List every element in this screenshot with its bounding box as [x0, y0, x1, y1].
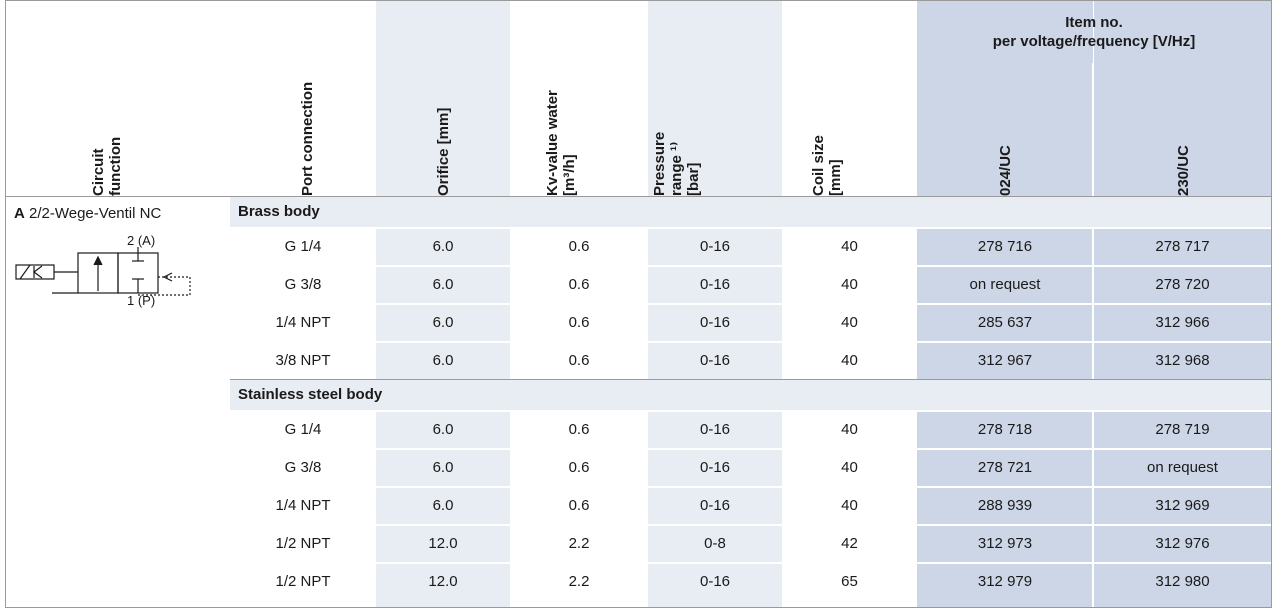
row-sep: [230, 341, 1271, 343]
cell-port: G 3/8: [284, 276, 322, 293]
cell-item-024: 288 939: [977, 497, 1033, 514]
cell-pressure: 0-16: [699, 459, 731, 476]
row-sep: [230, 486, 1271, 488]
cell-orifice: 12.0: [428, 573, 458, 590]
cell-item-024: 312 979: [977, 573, 1033, 590]
header-divider: [6, 196, 1271, 197]
cell-item-024: 278 721: [977, 459, 1033, 476]
cell-item-024: 285 637: [977, 314, 1033, 331]
valve-spec-table: Circuit function Port connection Orifice …: [5, 0, 1272, 608]
circuit-function-label: A 2/2-Wege-Ventil NC: [14, 205, 161, 222]
cell-kv: 2.2: [568, 535, 590, 552]
header-orifice: Orifice [mm]: [435, 107, 452, 196]
cell-orifice: 6.0: [432, 314, 454, 331]
section-stainless-steel-body: Stainless steel body: [230, 380, 1271, 410]
cell-pressure: 0-8: [704, 535, 726, 552]
cell-kv: 2.2: [568, 573, 590, 590]
header-230-uc: 230/UC: [1175, 145, 1192, 196]
cell-port: G 1/4: [284, 421, 322, 438]
cell-pressure: 0-16: [699, 238, 731, 255]
header-024-uc: 024/UC: [997, 145, 1014, 196]
cell-item-024: 312 967: [977, 352, 1033, 369]
cell-item-230: 312 966: [1155, 314, 1210, 331]
cell-kv: 0.6: [568, 497, 590, 514]
row-sep: [230, 562, 1271, 564]
cell-pressure: 0-16: [699, 352, 731, 369]
cell-orifice: 6.0: [432, 459, 454, 476]
cell-item-024: 312 973: [977, 535, 1033, 552]
cell-coil: 40: [841, 314, 858, 331]
section-brass-body: Brass body: [230, 197, 1271, 227]
port-p-label: 1 (P): [127, 293, 156, 308]
cell-pressure: 0-16: [699, 276, 731, 293]
header-coil-size: Coil size [mm]: [810, 135, 844, 196]
cell-port: 1/2 NPT: [275, 573, 331, 590]
cell-item-024: 278 718: [977, 421, 1033, 438]
cell-port: 3/8 NPT: [275, 352, 331, 369]
cell-item-230: 312 976: [1155, 535, 1210, 552]
cell-kv: 0.6: [568, 276, 590, 293]
header-kv-value: Kv-value water [m³/h]: [544, 90, 578, 196]
cell-coil: 42: [841, 535, 858, 552]
valve-symbol-icon: [15, 247, 191, 296]
row-sep: [230, 303, 1271, 305]
row-sep: [230, 524, 1271, 526]
cell-coil: 40: [841, 276, 858, 293]
cell-coil: 40: [841, 497, 858, 514]
port-a-label: 2 (A): [127, 233, 156, 248]
header-pressure-range: Pressure range ¹⁾ [bar]: [651, 131, 702, 196]
header-port-connection: Port connection: [299, 81, 316, 196]
cell-orifice: 6.0: [432, 421, 454, 438]
cell-item-230: 278 717: [1155, 238, 1210, 255]
row-sep: [230, 379, 1271, 380]
cell-kv: 0.6: [568, 352, 590, 369]
cell-coil: 40: [841, 459, 858, 476]
cell-item-230: 312 969: [1155, 497, 1210, 514]
cell-port: G 3/8: [284, 459, 322, 476]
cell-item-230: 312 968: [1155, 352, 1210, 369]
cell-kv: 0.6: [568, 314, 590, 331]
circuit-name: 2/2-Wege-Ventil NC: [29, 205, 162, 222]
cell-kv: 0.6: [568, 459, 590, 476]
cell-pressure: 0-16: [699, 497, 731, 514]
cell-kv: 0.6: [568, 421, 590, 438]
cell-coil: 40: [841, 352, 858, 369]
row-sep: [230, 227, 1271, 229]
cell-pressure: 0-16: [699, 314, 731, 331]
cell-coil: 65: [841, 573, 858, 590]
cell-item-024: on request: [969, 276, 1041, 293]
cell-item-024: 278 716: [977, 238, 1033, 255]
cell-coil: 40: [841, 238, 858, 255]
cell-orifice: 6.0: [432, 238, 454, 255]
cell-orifice: 6.0: [432, 352, 454, 369]
cell-port: 1/4 NPT: [275, 314, 331, 331]
cell-item-230: 278 720: [1155, 276, 1210, 293]
cell-item-230: 278 719: [1155, 421, 1210, 438]
cell-item-230: 312 980: [1155, 573, 1210, 590]
row-sep: [230, 448, 1271, 450]
row-sep: [230, 265, 1271, 267]
cell-item-230: on request: [1147, 459, 1218, 476]
circuit-letter: A: [14, 205, 25, 222]
cell-pressure: 0-16: [699, 573, 731, 590]
header-item-no: Item no. per voltage/frequency [V/Hz]: [992, 14, 1196, 50]
cell-orifice: 6.0: [432, 276, 454, 293]
cell-port: 1/2 NPT: [275, 535, 331, 552]
cell-port: G 1/4: [284, 238, 322, 255]
row-sep: [230, 410, 1271, 412]
cell-kv: 0.6: [568, 238, 590, 255]
cell-coil: 40: [841, 421, 858, 438]
cell-orifice: 12.0: [428, 535, 458, 552]
item-col-divider: [1092, 63, 1094, 607]
header-circuit-function: Circuit function: [90, 136, 124, 196]
cell-port: 1/4 NPT: [275, 497, 331, 514]
cell-orifice: 6.0: [432, 497, 454, 514]
cell-pressure: 0-16: [699, 421, 731, 438]
